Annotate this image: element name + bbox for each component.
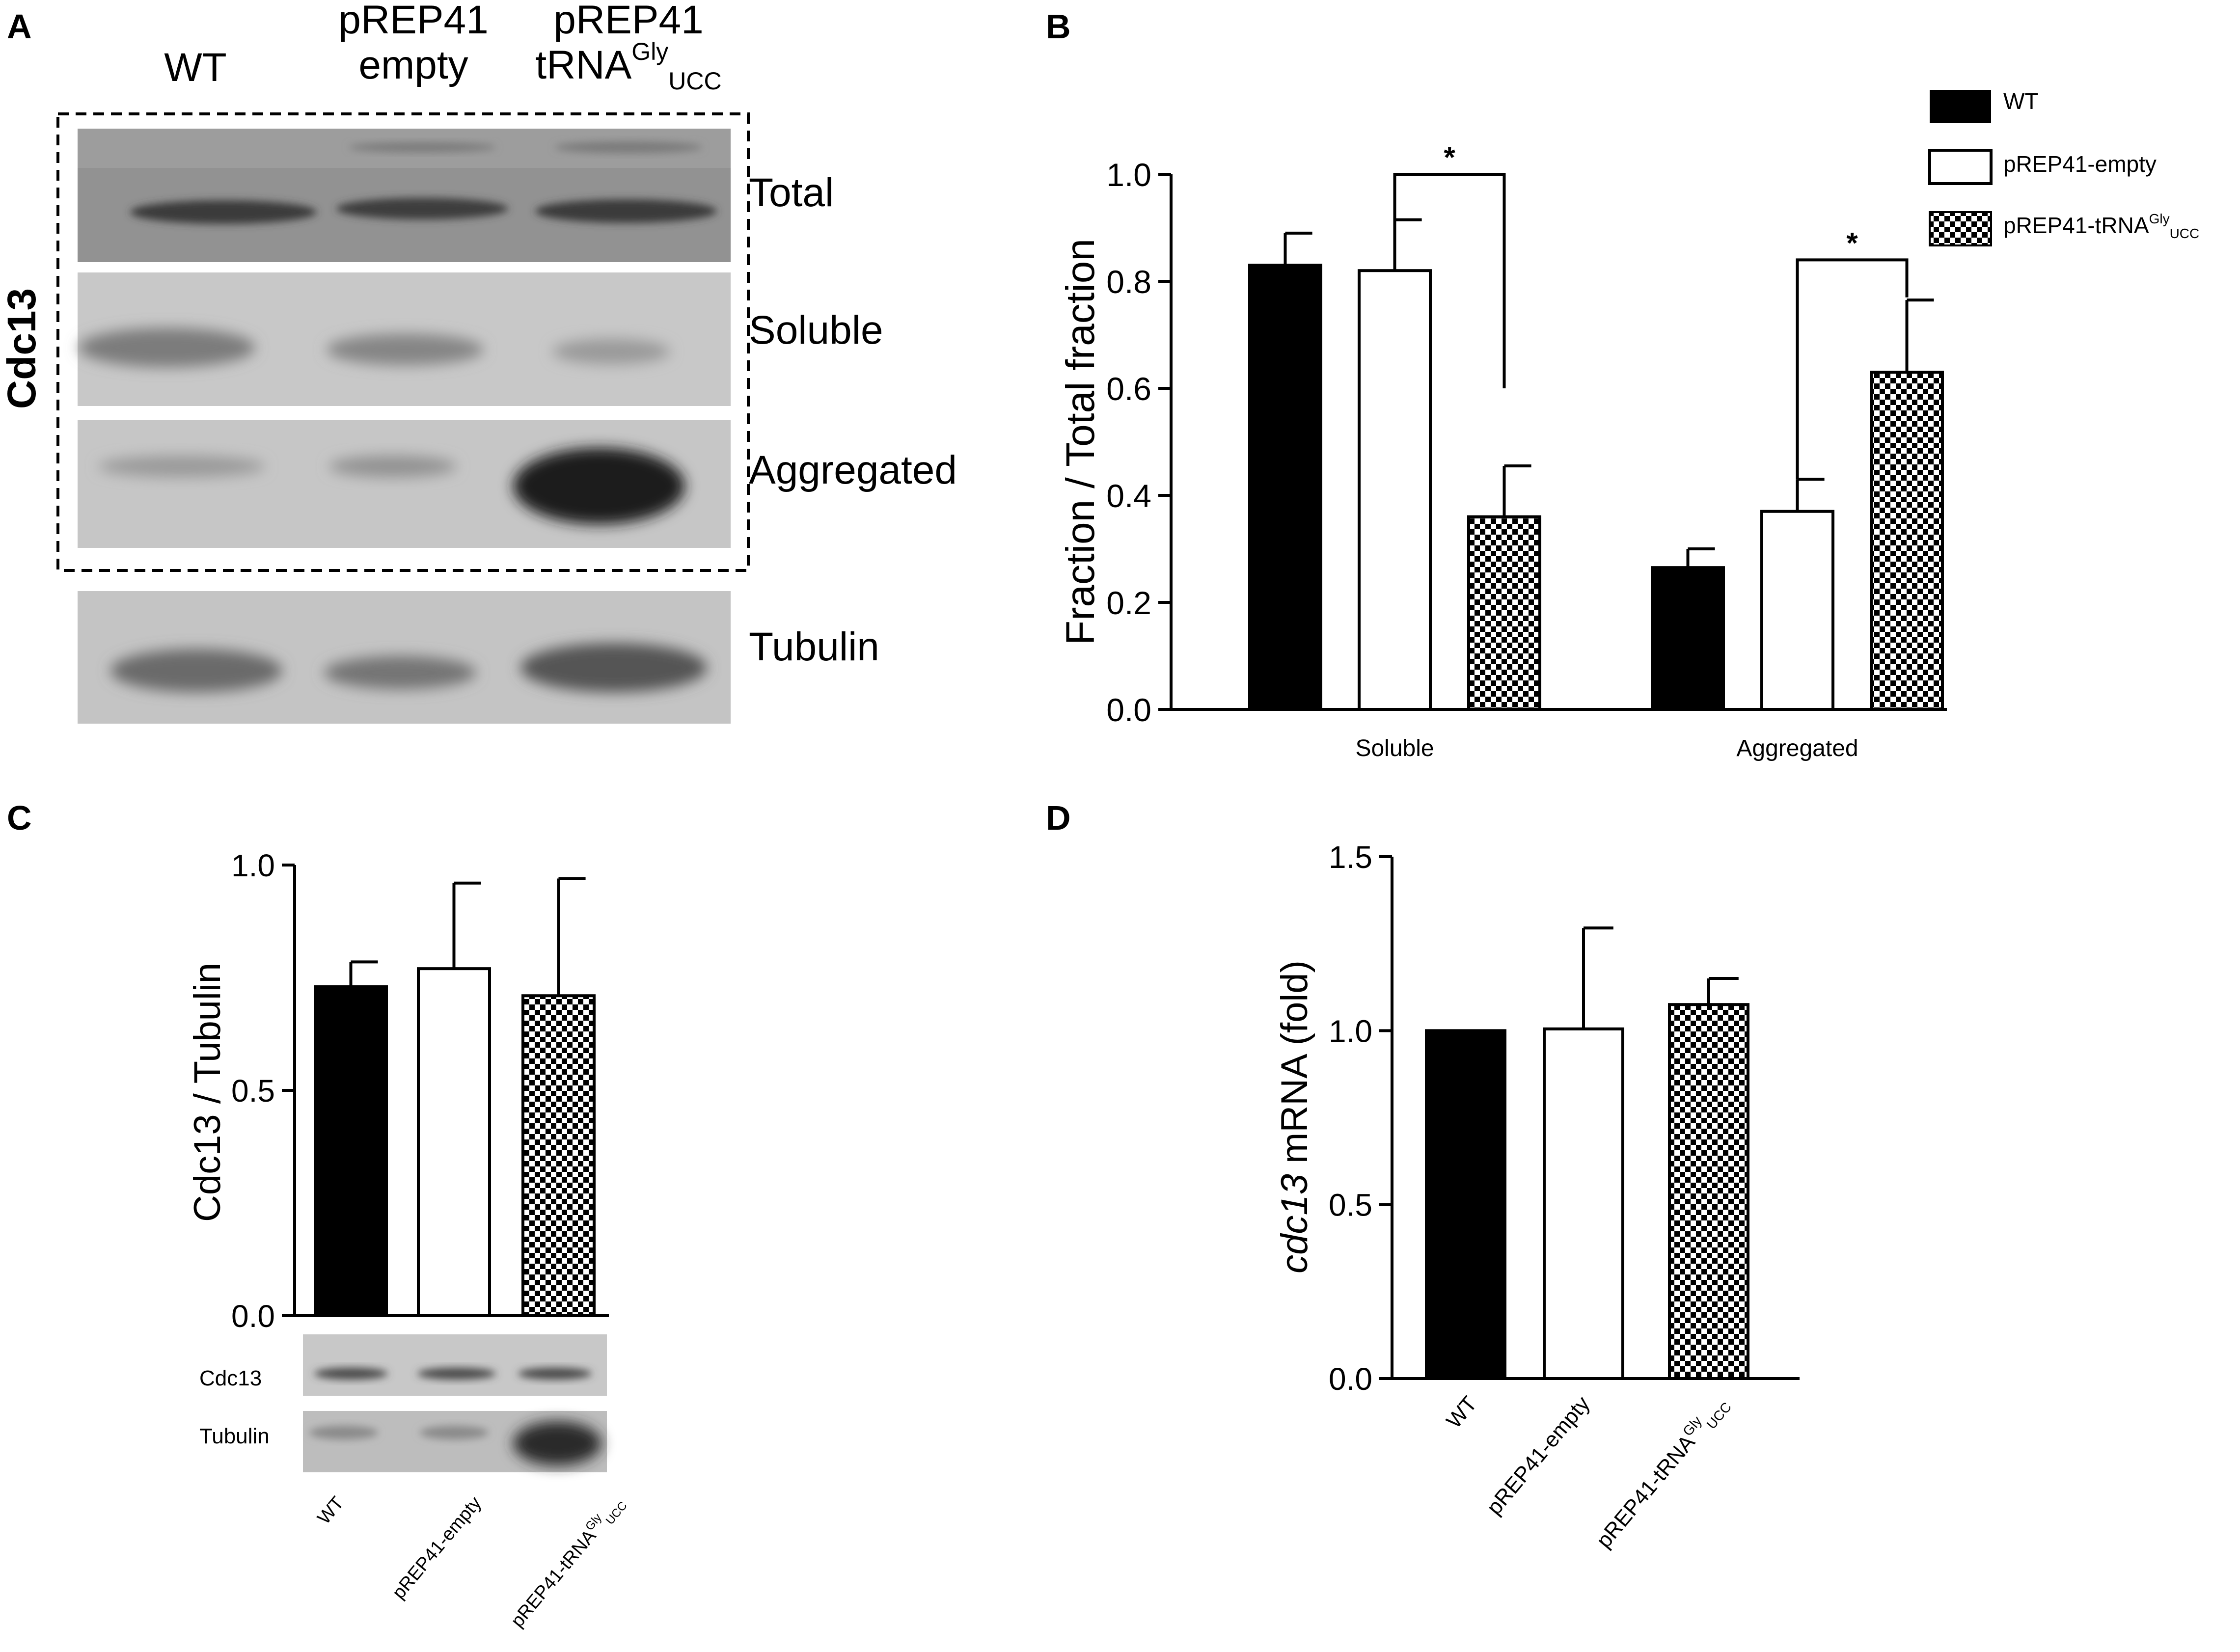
legend-swatch-empty bbox=[1928, 149, 1993, 185]
b-x-tick-label: Soluble bbox=[1355, 735, 1434, 761]
b-y-tick-label: 0.0 bbox=[1106, 692, 1151, 728]
panel-letter-d: D bbox=[1046, 799, 1071, 837]
legend-b: WT pREP41-empty pREP41-tRNAGlyUCC bbox=[1928, 88, 2199, 246]
b-y-tick-label: 1.0 bbox=[1106, 157, 1151, 193]
lane-label-trna-line1: pREP41 bbox=[553, 0, 703, 42]
d-bar bbox=[1543, 1027, 1624, 1381]
c-bar bbox=[314, 985, 388, 1317]
c-y-tick-label: 1.0 bbox=[231, 848, 275, 883]
lane-label-wt: WT bbox=[164, 45, 226, 90]
blot-c-tubulin bbox=[303, 1411, 607, 1472]
d-bar bbox=[1425, 1029, 1506, 1380]
blot-c-label-cdc13: Cdc13 bbox=[199, 1366, 262, 1390]
b-y-tick-label: 0.2 bbox=[1106, 585, 1151, 621]
b-significance-label: * bbox=[1846, 226, 1858, 259]
cdc13-side-label: Cdc13 bbox=[0, 288, 44, 409]
lane-label-empty-line2: empty bbox=[358, 43, 468, 87]
d-xlabel-empty: pREP41-empty bbox=[1482, 1392, 1594, 1519]
b-y-tick-label: 0.8 bbox=[1106, 264, 1151, 300]
b-bar bbox=[1467, 515, 1541, 711]
b-bar bbox=[1870, 371, 1944, 711]
panel-letter-b: B bbox=[1046, 7, 1071, 46]
lane-label-empty-line1: pREP41 bbox=[338, 0, 488, 42]
row-label-soluble: Soluble bbox=[749, 308, 883, 352]
legend-label-trna: pREP41-tRNAGlyUCC bbox=[2003, 211, 2199, 241]
legend-swatch-wt bbox=[1930, 90, 1991, 123]
blot-c-label-tubulin: Tubulin bbox=[199, 1424, 270, 1448]
b-significance-label: * bbox=[1444, 141, 1455, 174]
blot-c-cdc13 bbox=[303, 1334, 607, 1396]
cdc13-dashed-box bbox=[56, 112, 750, 572]
chart-c: 0.0 0.5 1.0 Cdc13 / Tubulin bbox=[187, 848, 609, 1334]
legend-label-empty: pREP41-empty bbox=[2003, 151, 2157, 177]
panel-c: C 0.0 0.5 1.0 Cdc13 / Tubulin Cdc13 Tubulin… bbox=[7, 799, 630, 1633]
d-y-tick-label: 0.0 bbox=[1329, 1361, 1372, 1397]
panel-letter-a: A bbox=[7, 7, 32, 46]
c-xlabel-empty: pREP41-empty bbox=[388, 1493, 486, 1603]
panel-b: B 0.0 0.2 0.4 0.6 0.8 1.0 Fraction / Total fra… bbox=[1046, 7, 2199, 761]
b-y-tick-label: 0.6 bbox=[1106, 371, 1151, 407]
b-y-tick-label: 0.4 bbox=[1106, 478, 1151, 514]
row-label-aggregated: Aggregated bbox=[749, 448, 957, 492]
d-xlabel-trna: pREP41-tRNAGlyUCC bbox=[1590, 1390, 1735, 1554]
chart-d: 0.0 0.5 1.0 1.5 cdc13 mRNA (fold) bbox=[1274, 840, 1800, 1397]
b-x-tick-label: Aggregated bbox=[1736, 735, 1858, 761]
d-y-tick-label: 1.0 bbox=[1329, 1013, 1372, 1049]
chart-b: 0.0 0.2 0.4 0.6 0.8 1.0 Fraction / Total fract… bbox=[1058, 141, 1947, 761]
c-bar bbox=[521, 994, 596, 1317]
d-bar bbox=[1668, 1003, 1749, 1380]
legend-swatch-trna bbox=[1929, 211, 1992, 246]
b-significance-bracket bbox=[1796, 258, 1909, 480]
blot-tubulin bbox=[78, 591, 731, 724]
c-y-axis-label: Cdc13 / Tubulin bbox=[187, 963, 228, 1222]
blot-aggregated bbox=[78, 420, 731, 548]
d-y-tick-label: 1.5 bbox=[1329, 840, 1372, 875]
legend-label-wt: WT bbox=[2003, 88, 2039, 114]
row-label-total: Total bbox=[749, 170, 834, 215]
b-significance-bracket bbox=[1393, 173, 1506, 388]
d-y-tick-label: 0.5 bbox=[1329, 1188, 1372, 1223]
d-xlabel-wt: WT bbox=[1442, 1392, 1482, 1433]
blot-soluble bbox=[78, 272, 731, 406]
lane-label-trna-line2: tRNAGlyUCC bbox=[535, 38, 721, 95]
b-y-axis-label: Fraction / Total fraction bbox=[1058, 239, 1103, 645]
b-bar bbox=[1651, 566, 1725, 711]
panel-letter-c: C bbox=[7, 799, 32, 837]
c-xlabel-wt: WT bbox=[314, 1493, 348, 1528]
b-bar bbox=[1760, 510, 1834, 711]
b-bar bbox=[1358, 269, 1432, 711]
c-xlabel-trna: pREP41-tRNAGlyUCC bbox=[506, 1491, 630, 1633]
panel-d: D 0.0 0.5 1.0 1.5 cdc13 mRNA (fold) WT pREP4… bbox=[1046, 799, 1800, 1554]
blot-total bbox=[78, 129, 731, 262]
c-y-tick-label: 0.0 bbox=[231, 1299, 275, 1334]
panel-a: A WT pREP41 empty pREP41 tRNAGlyUCC Cdc1… bbox=[0, 0, 957, 724]
b-bar bbox=[1248, 264, 1322, 711]
c-y-tick-label: 0.5 bbox=[231, 1073, 275, 1109]
c-bar bbox=[417, 967, 491, 1317]
d-y-axis-label: cdc13 mRNA (fold) bbox=[1274, 960, 1315, 1273]
row-label-tubulin: Tubulin bbox=[749, 624, 879, 669]
